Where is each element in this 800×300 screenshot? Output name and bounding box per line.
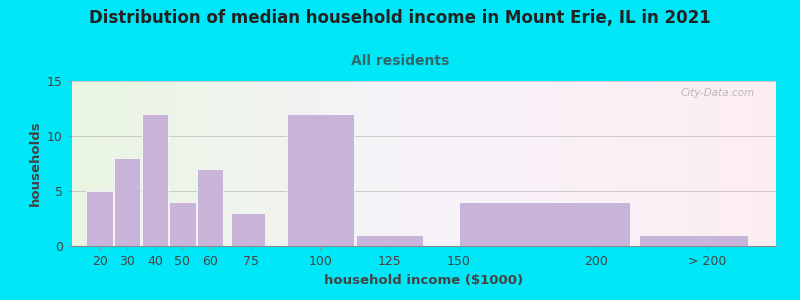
X-axis label: household income ($1000): household income ($1000) [325,274,523,286]
Bar [694,81,706,246]
Bar [166,81,178,246]
Bar [236,81,248,246]
Bar [84,81,95,246]
Bar [588,81,600,246]
Bar [366,81,377,246]
Bar [482,81,494,246]
Bar [424,81,436,246]
Bar [530,81,542,246]
Bar [638,235,748,246]
Bar [764,81,776,246]
Bar [506,81,518,246]
Bar [670,81,682,246]
Bar [553,81,565,246]
Bar [330,81,342,246]
Text: City-Data.com: City-Data.com [681,88,755,98]
Bar [170,202,195,246]
Bar [86,191,113,246]
Bar [354,81,366,246]
Bar [342,81,354,246]
Bar [318,81,330,246]
Bar [600,81,612,246]
Bar [95,81,107,246]
Bar [197,169,223,246]
Bar [647,81,658,246]
Bar [142,81,154,246]
Bar [729,81,741,246]
Bar [178,81,190,246]
Bar [377,81,389,246]
Bar [295,81,306,246]
Bar [706,81,718,246]
Bar [459,81,471,246]
Bar [283,81,295,246]
Bar [542,81,553,246]
Bar [518,81,530,246]
Bar [577,81,588,246]
Bar [494,81,506,246]
Bar [231,213,265,246]
Text: Distribution of median household income in Mount Erie, IL in 2021: Distribution of median household income … [89,9,711,27]
Bar [248,81,260,246]
Bar [682,81,694,246]
Bar [119,81,130,246]
Bar [389,81,401,246]
Bar [471,81,482,246]
Bar [190,81,201,246]
Bar [412,81,424,246]
Bar [565,81,577,246]
Bar [225,81,236,246]
Bar [459,202,630,246]
Bar [741,81,753,246]
Bar [447,81,459,246]
Bar [271,81,283,246]
Bar [635,81,647,246]
Bar [72,81,84,246]
Bar [213,81,225,246]
Text: All residents: All residents [351,54,449,68]
Bar [623,81,635,246]
Y-axis label: households: households [29,121,42,206]
Bar [286,114,354,246]
Bar [114,158,140,246]
Bar [612,81,623,246]
Bar [154,81,166,246]
Bar [142,114,168,246]
Bar [306,81,318,246]
Bar [356,235,423,246]
Bar [260,81,271,246]
Bar [401,81,412,246]
Bar [201,81,213,246]
Bar [718,81,729,246]
Bar [107,81,119,246]
Bar [658,81,670,246]
Bar [753,81,764,246]
Bar [130,81,142,246]
Bar [436,81,447,246]
